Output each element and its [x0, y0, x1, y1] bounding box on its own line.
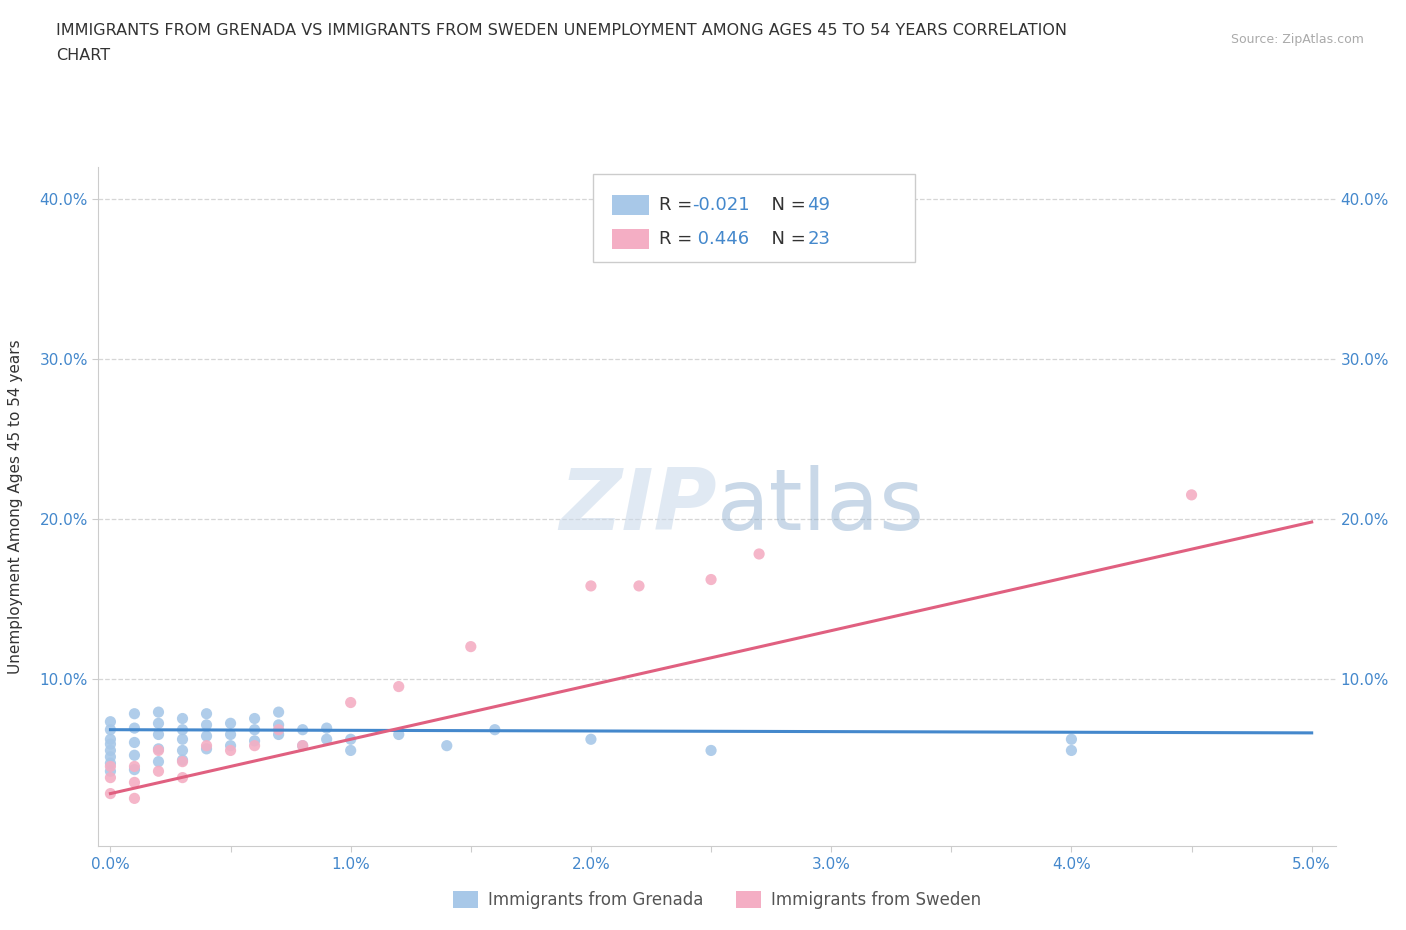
Point: [579, 578, 602, 593]
Point: [124, 748, 146, 763]
Point: [579, 732, 602, 747]
Point: [267, 717, 290, 732]
Point: [172, 732, 194, 747]
Y-axis label: Unemployment Among Ages 45 to 54 years: Unemployment Among Ages 45 to 54 years: [8, 339, 22, 674]
Point: [148, 754, 170, 769]
Point: [100, 786, 122, 801]
Point: [124, 706, 146, 721]
Point: [148, 743, 170, 758]
Point: [436, 738, 458, 753]
Text: CHART: CHART: [56, 48, 110, 63]
Point: [267, 727, 290, 742]
Point: [267, 723, 290, 737]
Point: [195, 728, 218, 743]
Point: [100, 764, 122, 778]
Text: IMMIGRANTS FROM GRENADA VS IMMIGRANTS FROM SWEDEN UNEMPLOYMENT AMONG AGES 45 TO : IMMIGRANTS FROM GRENADA VS IMMIGRANTS FR…: [56, 23, 1067, 38]
Point: [291, 723, 314, 737]
Text: ZIP: ZIP: [560, 465, 717, 549]
Point: [172, 754, 194, 769]
FancyBboxPatch shape: [612, 229, 650, 249]
Point: [1180, 487, 1202, 502]
Point: [484, 723, 506, 737]
Point: [100, 756, 122, 771]
Point: [124, 735, 146, 750]
Point: [627, 578, 650, 593]
Point: [700, 572, 723, 587]
Point: [172, 752, 194, 767]
Point: [460, 639, 482, 654]
Point: [124, 763, 146, 777]
Point: [748, 547, 770, 562]
Point: [339, 743, 361, 758]
Text: -0.021: -0.021: [692, 195, 749, 214]
Text: N =: N =: [761, 195, 811, 214]
Point: [219, 743, 242, 758]
Point: [100, 750, 122, 764]
Point: [339, 732, 361, 747]
Point: [148, 741, 170, 756]
Point: [100, 723, 122, 737]
Point: [148, 727, 170, 742]
FancyBboxPatch shape: [593, 174, 915, 262]
Text: 0.446: 0.446: [692, 230, 749, 247]
Point: [172, 770, 194, 785]
Point: [243, 734, 266, 749]
Point: [388, 679, 411, 694]
Point: [124, 721, 146, 736]
Point: [243, 711, 266, 726]
Point: [100, 743, 122, 758]
Text: R =: R =: [659, 195, 697, 214]
Point: [195, 738, 218, 753]
Point: [195, 717, 218, 732]
Text: R =: R =: [659, 230, 697, 247]
Point: [100, 737, 122, 751]
Point: [243, 738, 266, 753]
Point: [315, 732, 337, 747]
Point: [100, 732, 122, 747]
Point: [219, 727, 242, 742]
Point: [243, 723, 266, 737]
Point: [1060, 743, 1083, 758]
Point: [100, 770, 122, 785]
Point: [219, 738, 242, 753]
Point: [172, 723, 194, 737]
Text: Source: ZipAtlas.com: Source: ZipAtlas.com: [1230, 33, 1364, 46]
Point: [148, 716, 170, 731]
Point: [339, 695, 361, 710]
Text: N =: N =: [761, 230, 811, 247]
FancyBboxPatch shape: [612, 194, 650, 215]
Point: [219, 716, 242, 731]
Point: [100, 714, 122, 729]
Text: 23: 23: [807, 230, 831, 247]
Point: [172, 743, 194, 758]
Point: [291, 738, 314, 753]
Legend: Immigrants from Grenada, Immigrants from Sweden: Immigrants from Grenada, Immigrants from…: [446, 884, 988, 916]
Point: [700, 743, 723, 758]
Point: [315, 721, 337, 736]
Point: [388, 727, 411, 742]
Point: [100, 759, 122, 774]
Point: [195, 741, 218, 756]
Text: atlas: atlas: [717, 465, 925, 549]
Point: [148, 705, 170, 720]
Point: [172, 711, 194, 726]
Point: [124, 759, 146, 774]
Point: [267, 705, 290, 720]
Point: [148, 764, 170, 778]
Text: 49: 49: [807, 195, 831, 214]
Point: [291, 738, 314, 753]
Point: [124, 775, 146, 790]
Point: [1060, 732, 1083, 747]
Point: [195, 706, 218, 721]
Point: [124, 790, 146, 805]
